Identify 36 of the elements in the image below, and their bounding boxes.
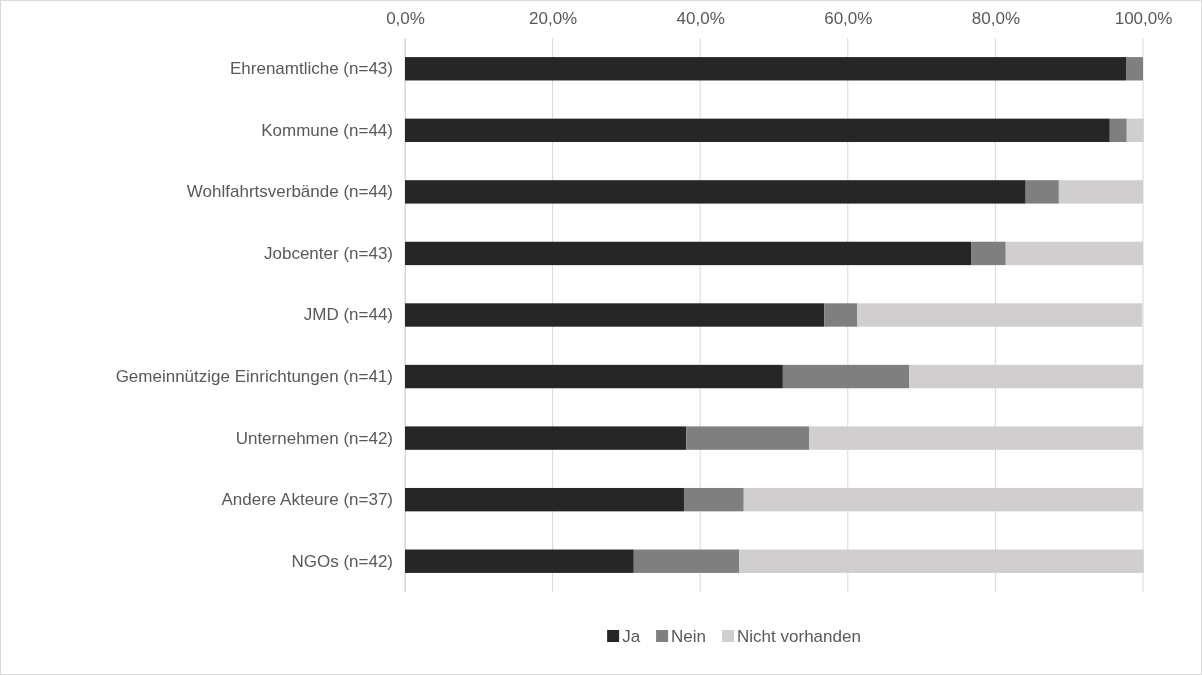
bar [1025,180,1059,204]
bar [683,487,744,512]
y-tick-label: JMD (n=44) [303,305,393,325]
y-tick-label: Wohlfahrtsverbände (n=44) [186,182,393,202]
x-tick-label: 20,0% [529,9,578,28]
bar [971,241,1006,266]
bar [405,426,687,450]
bar [1109,118,1127,143]
bar [633,549,740,573]
bar [782,364,910,389]
bar [1126,57,1143,81]
x-tick-label: 40,0% [676,9,725,28]
bar [405,118,1110,143]
legend-label: Nicht vorhanden [737,627,861,646]
y-tick-label: Gemeinnützige Einrichtungen (n=41) [115,367,393,386]
y-tick-label: NGOs (n=42) [291,551,393,571]
bar [405,57,1127,81]
y-tick-label: Jobcenter (n=43) [264,243,393,263]
bar [405,487,684,512]
bar [405,241,972,266]
bar [405,303,825,327]
bar [405,364,783,389]
y-tick-label: Kommune (n=44) [261,120,393,140]
legend-label: Nein [671,627,707,646]
x-tick-label: 80,0% [971,9,1020,28]
y-tick-label: Andere Akteure (n=37) [221,490,393,510]
bar [686,426,810,450]
bar [824,303,858,327]
x-tick-label: 60,0% [824,9,873,28]
y-tick-label: Unternehmen (n=42) [235,428,393,448]
bar [405,180,1026,204]
legend-label: Ja [622,627,641,646]
bar [405,549,634,573]
y-tick-label: Ehrenamtliche (n=43) [229,59,393,79]
x-tick-label: 0,0% [386,9,425,28]
x-tick-label: 100,0% [1114,9,1173,28]
